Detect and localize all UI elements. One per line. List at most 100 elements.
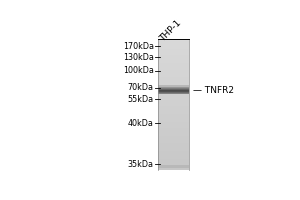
Bar [158,111,189,113]
Bar [158,164,189,165]
Bar [158,80,189,81]
Bar [158,63,189,64]
Bar [158,44,189,46]
Bar [158,92,189,93]
Bar [158,60,189,62]
Bar [158,118,189,119]
Bar [158,84,189,85]
Bar [158,96,189,97]
Bar [158,90,189,91]
Bar [158,114,189,115]
Bar [158,106,189,107]
Bar [158,87,189,88]
Bar [158,61,189,63]
Bar [158,85,189,88]
Bar [158,107,189,109]
Bar [158,149,189,151]
Bar [158,144,189,145]
Bar [158,59,189,60]
Bar [158,169,189,170]
Text: 55kDa: 55kDa [128,95,154,104]
Bar [158,82,189,84]
Text: 35kDa: 35kDa [128,160,154,169]
Bar [158,158,189,160]
Bar [158,93,189,94]
Bar [158,54,189,55]
Bar [158,41,189,42]
Bar [158,136,189,138]
Text: 100kDa: 100kDa [123,66,154,75]
Bar [158,71,189,72]
Bar [158,89,189,90]
Bar [158,47,189,49]
Bar [158,145,189,147]
Bar [158,92,189,93]
Bar [158,165,189,166]
Bar [158,90,189,92]
Bar [158,94,189,96]
Bar [158,132,189,134]
Bar [158,109,189,110]
Bar [158,135,189,136]
Bar [158,133,189,135]
Bar [158,88,189,89]
Bar [158,139,189,140]
Bar [158,122,189,123]
Bar [158,140,189,142]
Bar [158,166,189,168]
Bar [158,115,189,117]
Bar [158,124,189,126]
Bar [158,51,189,52]
Bar [158,85,189,87]
Bar [158,113,189,114]
Bar [158,68,189,70]
Bar [158,67,189,68]
Bar [158,93,189,94]
Text: 70kDa: 70kDa [128,83,154,92]
Bar [158,154,189,156]
Bar [158,72,189,73]
Bar [158,103,189,105]
Bar [158,128,189,130]
Bar [158,120,189,122]
Bar [158,127,189,128]
Bar [158,141,189,143]
Bar [158,91,189,92]
Bar [158,89,189,90]
Bar [158,56,189,58]
Bar [158,46,189,47]
Text: 40kDa: 40kDa [128,119,154,128]
Bar [158,99,189,101]
Bar [158,162,189,164]
Bar [158,79,189,80]
Bar [158,102,189,104]
Bar [158,157,189,159]
Bar [158,97,189,98]
Bar [158,65,189,67]
Bar [158,92,189,93]
Bar [158,42,189,43]
Bar [158,168,189,169]
Bar [158,151,189,152]
Bar [158,156,189,157]
Bar [158,43,189,45]
Bar [158,58,189,59]
Bar [158,86,189,88]
Bar [158,77,189,79]
Bar [158,147,189,148]
Bar [158,130,189,131]
Bar [158,64,189,66]
Text: 170kDa: 170kDa [123,42,154,51]
Bar [158,88,189,89]
Bar [158,89,189,90]
Bar [158,116,189,118]
Bar [158,48,189,50]
Bar [158,39,189,41]
Bar [158,152,189,153]
Bar [158,69,189,71]
Bar [158,52,189,54]
Bar [158,126,189,127]
Bar [158,137,189,139]
Bar [158,81,189,83]
Text: — TNFR2: — TNFR2 [193,86,234,95]
